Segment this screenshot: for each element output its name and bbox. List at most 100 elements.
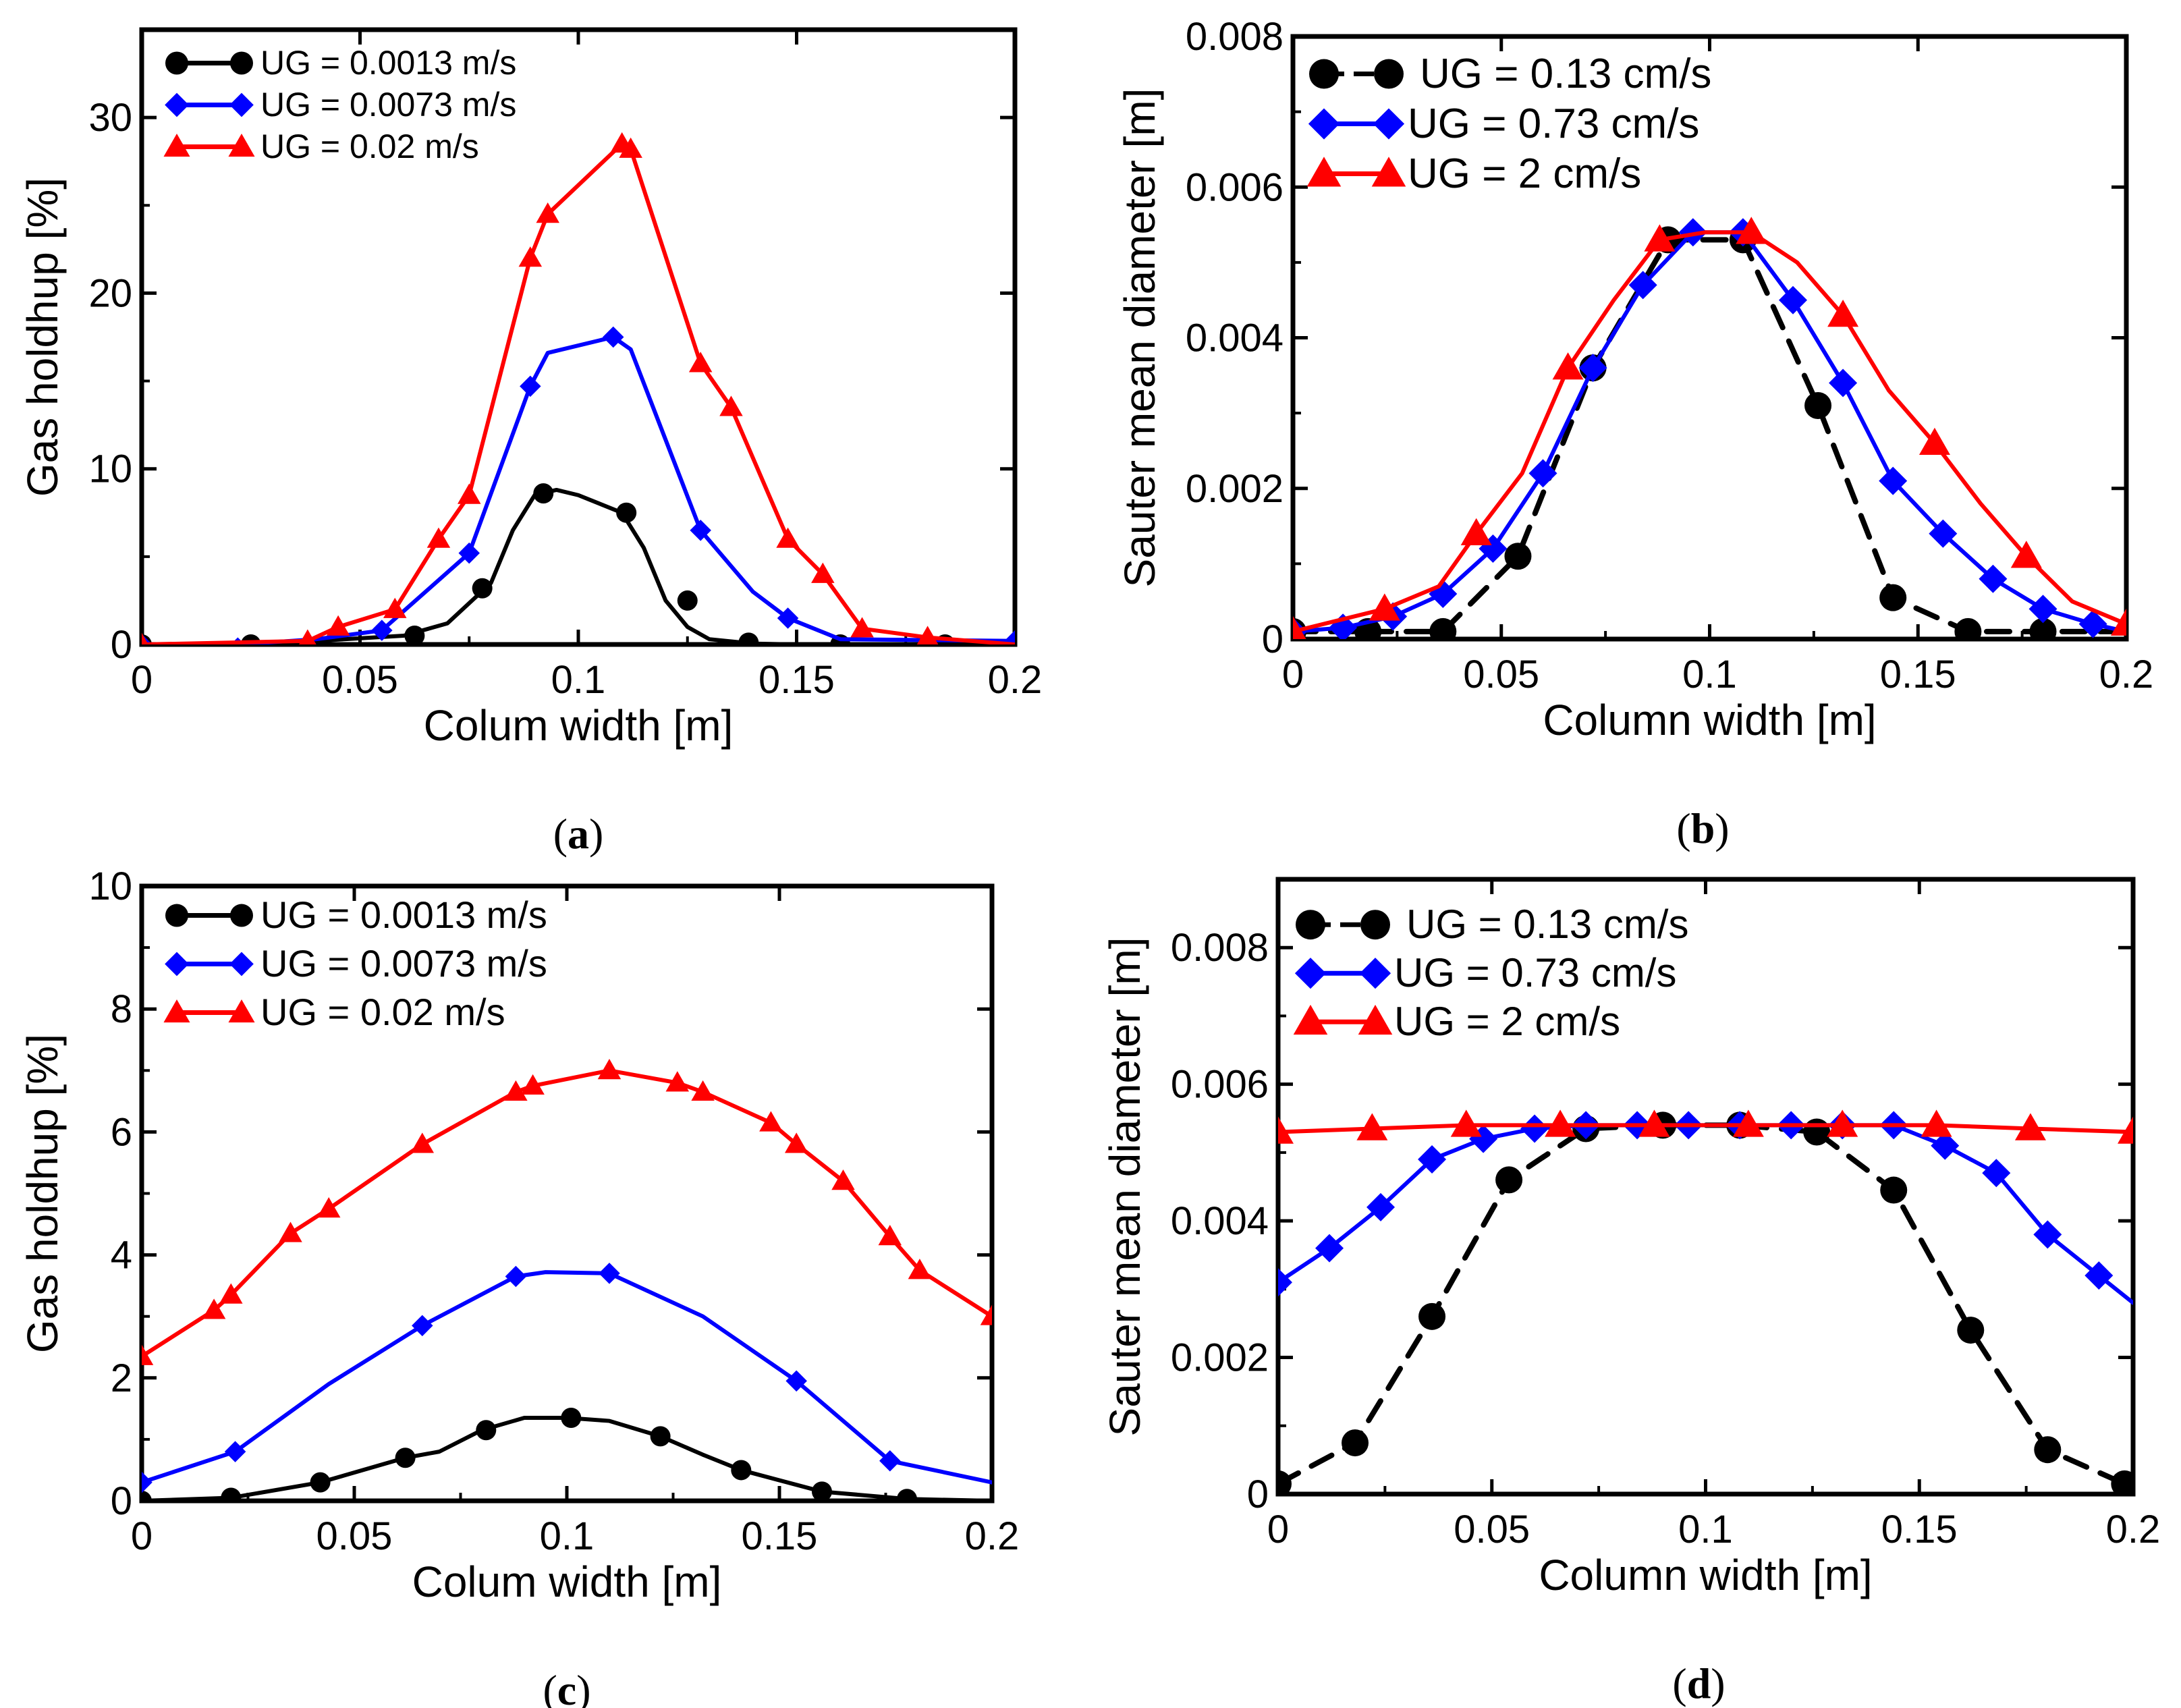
series-layer [142,132,1015,644]
data-point [536,202,559,223]
data-point [316,1197,341,1218]
data-point [1921,1109,1952,1137]
data-point [1450,1109,1482,1137]
data-point [597,1059,622,1080]
legend-label: UG = 0.0013 m/s [260,893,547,936]
series-line [1293,230,2126,634]
data-point [690,520,711,541]
y-tick-label: 2 [111,1356,132,1400]
data-point [1736,217,1767,244]
y-tick-label: 8 [111,987,132,1031]
legend-marker [165,51,188,75]
legend-marker [228,133,255,157]
series-layer [142,1059,992,1501]
x-tick-label: 0.1 [551,658,606,702]
legend-marker [163,133,190,157]
y-tick-label: 30 [88,96,132,140]
data-point [1418,1302,1446,1330]
x-tick-label: 0.15 [742,1514,818,1558]
legend: UG = 0.0013 m/s UG = 0.0073 m/s UG = 0.02 … [163,893,547,1033]
data-point [2111,608,2126,636]
legend-marker [165,92,189,117]
data-point [2118,1116,2133,1144]
data-point [2033,1220,2062,1249]
y-axis-title: Gas holdhup [%] [18,177,67,497]
series-2 [1278,1111,2133,1305]
data-point [811,562,835,583]
legend-label: UG = 0.73 cm/s [1394,950,1676,995]
data-point [878,1225,902,1246]
data-point [1954,617,1982,639]
data-point [831,1169,855,1190]
data-point [1638,1109,1670,1137]
x-tick-label: 0.1 [1678,1508,1733,1551]
data-point [1545,1109,1576,1137]
x-tick-label: 0 [131,658,153,702]
x-tick-label: 0.2 [2099,653,2154,696]
data-point [2111,1470,2133,1494]
y-tick-label: 10 [88,864,132,908]
data-point [650,1426,671,1447]
data-point [2078,609,2107,638]
panel-caption: (c) [543,1666,590,1708]
legend: UG = 0.13 cm/sUG = 0.73 cm/sUG = 2 cm/s [1306,51,1711,197]
series-1 [142,483,1015,644]
legend-marker [1308,108,1340,140]
x-tick-label: 0.2 [988,658,1043,702]
data-point [731,1460,752,1481]
x-tick-label: 0.15 [758,658,835,702]
panel-b: 0 0.05 0.1 0.15 0.2 0 0.002 0.004 0.006 0.008 Colu… [1115,15,2153,852]
y-axis-title: Sauter mean diameter [m] [1101,937,1149,1437]
data-point [599,1263,620,1284]
x-axis-title: Colum width [m] [424,701,734,750]
legend-marker [229,952,254,976]
data-point [279,1221,302,1242]
panel-d: 0 0.05 0.1 0.15 0.2 0 0.002 0.004 0.006 0.008 Colu… [1101,877,2161,1707]
data-point [1879,584,1907,611]
panel-caption: (d) [1672,1659,1725,1707]
data-point [1356,1113,1388,1140]
data-point [1628,271,1657,300]
y-tick-label: 0.002 [1171,1336,1269,1380]
legend-marker [230,51,253,75]
panel-caption: (b) [1676,804,1729,852]
data-point [472,578,493,599]
data-point [504,1080,528,1101]
x-tick-label: 0.15 [1880,653,1956,696]
data-point [1804,391,1832,419]
data-point [897,1489,917,1501]
data-point [1504,543,1532,570]
y-tick-label: 0.002 [1186,467,1283,511]
y-axis-title: Sauter mean diameter [m] [1115,88,1164,588]
y-tick-label: 0.004 [1171,1199,1269,1243]
y-tick-label: 0 [1262,617,1283,661]
panel-c: 0 0.05 0.1 0.15 0.2 0 2 4 6 8 10 Colum width [m] Gas… [18,864,1019,1708]
data-point [142,632,148,644]
data-point [1879,466,1908,495]
legend-marker [1358,1004,1393,1035]
data-point [404,625,425,644]
data-point [219,1283,243,1304]
data-point [1278,1116,1294,1144]
x-tick-label: 0.15 [1881,1508,1958,1551]
series-3 [1293,217,2126,639]
data-point [850,617,874,638]
data-point [2028,595,2058,624]
legend-marker [1373,108,1405,140]
x-tick-label: 0 [1267,1508,1289,1551]
legend-marker [229,92,254,117]
series-1 [142,1408,992,1501]
data-point [2085,1261,2114,1290]
series-line [1293,237,2126,634]
series-line [1278,1122,2128,1487]
data-point [1803,1118,1831,1146]
data-point [1342,1429,1369,1457]
data-point [395,1448,416,1468]
series-line [142,487,1015,644]
y-tick-label: 0.006 [1171,1063,1269,1107]
series-3 [142,132,1015,644]
series-2 [142,326,1015,644]
x-tick-label: 0.2 [2106,1508,2161,1551]
data-point [518,246,543,267]
